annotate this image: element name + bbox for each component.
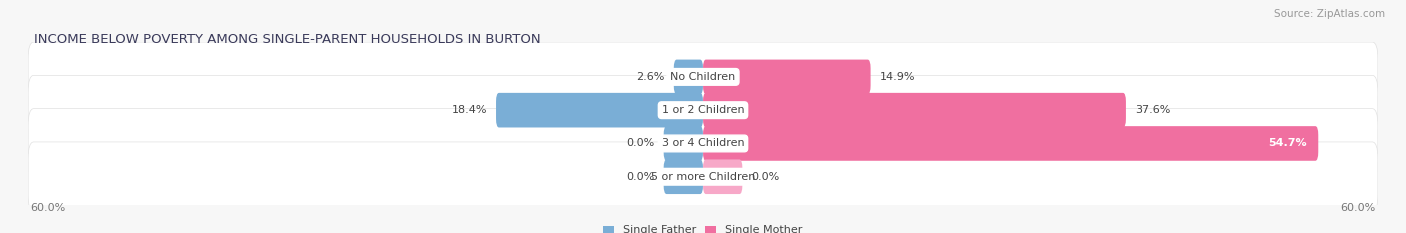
FancyBboxPatch shape [28,75,1378,145]
FancyBboxPatch shape [673,60,703,94]
Text: 1 or 2 Children: 1 or 2 Children [662,105,744,115]
Text: INCOME BELOW POVERTY AMONG SINGLE-PARENT HOUSEHOLDS IN BURTON: INCOME BELOW POVERTY AMONG SINGLE-PARENT… [34,33,540,46]
FancyBboxPatch shape [28,42,1378,112]
FancyBboxPatch shape [703,126,1319,161]
FancyBboxPatch shape [28,109,1378,178]
FancyBboxPatch shape [703,60,870,94]
Text: Source: ZipAtlas.com: Source: ZipAtlas.com [1274,9,1385,19]
Text: 0.0%: 0.0% [627,138,655,148]
Text: 0.0%: 0.0% [627,172,655,182]
Text: 54.7%: 54.7% [1268,138,1308,148]
Text: 3 or 4 Children: 3 or 4 Children [662,138,744,148]
Text: 2.6%: 2.6% [637,72,665,82]
FancyBboxPatch shape [28,142,1378,212]
Text: 0.0%: 0.0% [751,172,779,182]
Text: 5 or more Children: 5 or more Children [651,172,755,182]
FancyBboxPatch shape [703,159,742,194]
Text: 60.0%: 60.0% [1340,203,1375,213]
Legend: Single Father, Single Mother: Single Father, Single Mother [603,225,803,233]
FancyBboxPatch shape [664,159,703,194]
Text: 18.4%: 18.4% [451,105,486,115]
Text: 37.6%: 37.6% [1135,105,1170,115]
Text: 14.9%: 14.9% [880,72,915,82]
FancyBboxPatch shape [703,93,1126,127]
FancyBboxPatch shape [664,126,703,161]
Text: No Children: No Children [671,72,735,82]
FancyBboxPatch shape [496,93,703,127]
Text: 60.0%: 60.0% [31,203,66,213]
